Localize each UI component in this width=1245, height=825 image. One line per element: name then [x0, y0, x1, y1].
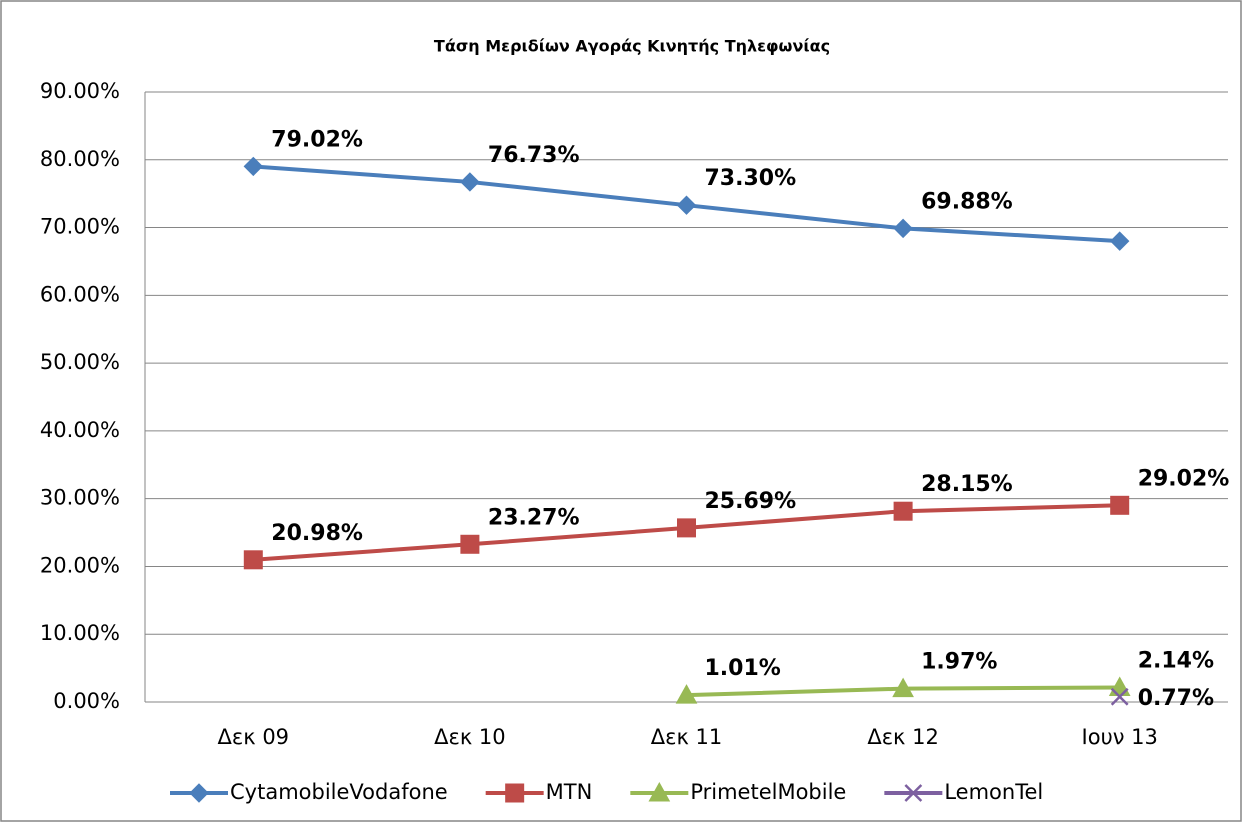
data-label: 20.98% — [271, 521, 363, 546]
legend-item: CytamobileVodafone — [170, 780, 448, 804]
legend-marker — [904, 784, 923, 802]
data-label: 0.77% — [1138, 686, 1214, 711]
x-tick-label: Ιουν 13 — [1082, 725, 1158, 749]
data-label: 76.73% — [488, 143, 580, 168]
x-tick-label: Δεκ 11 — [651, 725, 723, 749]
marker — [1109, 231, 1130, 251]
legend-label: PrimetelMobile — [690, 780, 846, 804]
legend-item: PrimetelMobile — [630, 780, 846, 804]
marker — [676, 195, 697, 215]
y-tick-label: 30.00% — [40, 486, 120, 510]
x-tick-label: Δεκ 12 — [867, 725, 939, 749]
marker — [243, 550, 263, 570]
legend-label: CytamobileVodafone — [230, 780, 448, 804]
legend-marker — [505, 783, 525, 803]
y-tick-label: 90.00% — [40, 79, 120, 103]
y-tick-label: 0.00% — [53, 689, 120, 713]
data-label: 2.14% — [1138, 648, 1214, 673]
marker — [1110, 687, 1129, 706]
x-tick-label: Δεκ 09 — [218, 725, 290, 749]
marker — [677, 518, 696, 538]
data-label: 1.97% — [921, 650, 997, 675]
data-label: 29.02% — [1138, 466, 1230, 491]
data-label: 79.02% — [271, 127, 363, 152]
marker — [243, 156, 264, 177]
legend-item: LemonTel — [884, 780, 1043, 804]
chart-title: Τάση Μεριδίων Αγοράς Κινητής Τηλεφωνίας — [434, 37, 830, 56]
legend-marker — [648, 781, 671, 802]
legend-label: MTN — [546, 780, 593, 804]
y-tick-label: 40.00% — [40, 418, 120, 442]
marker — [892, 677, 914, 698]
legend-item: MTN — [485, 780, 593, 804]
x-tick-label: Δεκ 10 — [434, 725, 506, 749]
data-label: 23.27% — [488, 505, 580, 530]
y-tick-label: 60.00% — [40, 282, 120, 306]
data-label: 1.01% — [705, 656, 781, 681]
marker — [1110, 495, 1130, 515]
legend-marker — [189, 783, 209, 803]
y-tick-label: 50.00% — [40, 350, 120, 374]
marker — [460, 172, 480, 192]
marker — [893, 501, 913, 521]
legend-label: LemonTel — [944, 780, 1043, 804]
data-label: 28.15% — [921, 472, 1013, 497]
data-label: 25.69% — [705, 489, 797, 514]
data-label: 73.30% — [705, 166, 797, 191]
y-tick-label: 80.00% — [40, 147, 120, 171]
y-tick-label: 10.00% — [40, 621, 120, 645]
marker — [460, 534, 480, 554]
marker — [675, 684, 698, 704]
data-label: 69.88% — [921, 189, 1013, 214]
marker — [893, 218, 913, 239]
y-tick-label: 20.00% — [40, 553, 120, 577]
y-tick-label: 70.00% — [40, 215, 120, 239]
